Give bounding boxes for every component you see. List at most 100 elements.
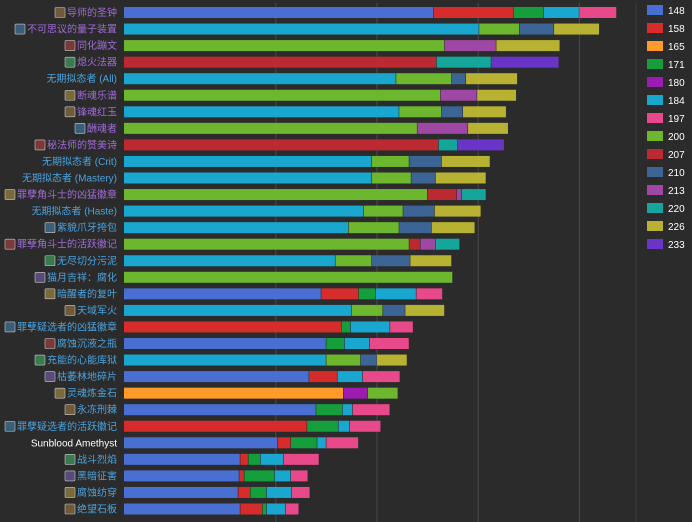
bar-segment-25-184	[338, 420, 350, 432]
bar-segment-7-213	[417, 122, 468, 134]
bar-row-2	[124, 40, 560, 52]
bar-segment-3-207	[124, 56, 437, 68]
bar-row-22	[124, 371, 400, 383]
bar-segment-12-226	[434, 205, 481, 217]
legend-label-220: 220	[668, 204, 685, 215]
legend-swatch-184	[647, 95, 663, 105]
item-icon-5	[64, 89, 76, 101]
bar-row-14	[124, 238, 460, 250]
legend-swatch-233	[647, 239, 663, 249]
category-label-3: 熄火法器	[77, 56, 117, 69]
category-label-16: 猫月吉祥：腐化	[47, 271, 117, 284]
item-icon-0	[54, 7, 66, 18]
bar-segment-2-226	[496, 40, 560, 52]
bar-segment-17-171	[358, 288, 376, 300]
category-label-24: 永冻刑棘	[77, 403, 117, 416]
bar-segment-22-148	[124, 371, 309, 383]
bar-segment-24-148	[124, 404, 316, 416]
bar-segment-6-200	[399, 106, 442, 118]
bar-segment-30-184	[266, 503, 286, 515]
bar-row-0	[124, 7, 617, 18]
legend-item-233: 233	[647, 239, 685, 251]
bar-segment-1-200	[479, 23, 520, 35]
bar-segment-0-158	[433, 7, 514, 18]
item-icon-14	[4, 238, 16, 250]
bar-row-1	[124, 23, 600, 35]
bar-segment-24-184	[342, 404, 353, 416]
legend-swatch-213	[647, 185, 663, 195]
bar-segment-19-184	[350, 321, 390, 333]
bar-segment-9-226	[441, 155, 490, 167]
category-label-19: 罪孽疑选者的凶猛徽章	[17, 320, 117, 333]
bar-segment-21-184	[124, 354, 326, 366]
item-icon-18	[64, 305, 76, 316]
bar-segment-29-148	[124, 486, 238, 498]
bar-row-20	[124, 338, 409, 349]
item-icon-21	[34, 354, 46, 366]
bar-segment-4-210	[451, 73, 466, 85]
category-label-29: 腐蚀纺穿	[77, 486, 117, 499]
item-icon-11	[4, 189, 16, 200]
bar-segment-26-171	[290, 437, 317, 449]
legend-swatch-200	[647, 131, 663, 141]
bar-segment-15-226	[410, 255, 452, 267]
bar-row-10	[124, 172, 486, 184]
bar-segment-26-184	[317, 437, 326, 449]
bar-row-9	[124, 155, 490, 167]
legend-label-148: 148	[668, 6, 685, 17]
bar-segment-23-165	[124, 387, 344, 399]
legend-label-180: 180	[668, 78, 685, 89]
bar-segment-12-210	[403, 205, 435, 217]
bar-segment-17-197	[416, 288, 443, 300]
bar-segment-11-220	[462, 189, 486, 201]
bar-segment-19-197	[390, 321, 413, 333]
bar-row-6	[124, 106, 506, 118]
bar-segment-27-184	[260, 453, 284, 465]
legend-item-165: 165	[647, 41, 685, 53]
legend-label-158: 158	[668, 24, 685, 35]
category-label-26: Sunblood Amethyst	[31, 438, 117, 449]
category-label-15: 无尽切分污泥	[57, 254, 117, 267]
bar-segment-29-158	[238, 486, 250, 498]
bar-segment-13-184	[124, 222, 349, 234]
bar-segment-28-184	[274, 470, 291, 482]
legend-label-197: 197	[668, 114, 685, 125]
legend-label-184: 184	[668, 96, 685, 107]
legend-label-171: 171	[668, 60, 685, 71]
legend-item-226: 226	[647, 221, 685, 233]
bar-segment-15-210	[371, 255, 410, 267]
bar-segment-14-213	[420, 238, 436, 250]
bar-segment-9-210	[409, 155, 442, 167]
bar-row-27	[124, 453, 319, 465]
bar-row-19	[124, 321, 413, 333]
bar-row-25	[124, 420, 381, 432]
category-label-0: 导师的圣钟	[67, 6, 117, 19]
bar-segment-19-158	[124, 321, 341, 333]
bar-segment-27-197	[283, 453, 319, 465]
category-label-21: 充能的心能库狱	[47, 354, 117, 367]
legend-swatch-171	[647, 59, 663, 69]
bar-segment-9-184	[124, 155, 372, 167]
bar-segment-22-197	[362, 371, 400, 383]
category-label-30: 绝望石板	[77, 503, 117, 516]
legend-item-197: 197	[647, 113, 685, 125]
bar-segment-29-197	[291, 486, 310, 498]
bar-segment-27-148	[124, 453, 240, 465]
item-icon-3	[64, 56, 76, 68]
bar-segment-19-171	[341, 321, 351, 333]
bar-segment-29-171	[250, 486, 267, 498]
legend-item-148: 148	[647, 5, 685, 17]
legend-item-210: 210	[647, 167, 685, 179]
item-icon-24	[64, 404, 76, 416]
legend-label-207: 207	[668, 150, 685, 161]
bar-segment-20-197	[369, 338, 409, 349]
bar-segment-10-184	[124, 172, 372, 184]
bar-segment-13-210	[399, 222, 432, 234]
bar-segment-30-197	[285, 503, 299, 515]
category-label-23: 灵魂炼金石	[67, 387, 117, 400]
bar-segment-28-158	[239, 470, 244, 482]
bar-segment-2-213	[444, 40, 496, 52]
category-label-1: 不可思议的量子装置	[27, 23, 117, 36]
bar-segment-8-233	[457, 139, 504, 151]
